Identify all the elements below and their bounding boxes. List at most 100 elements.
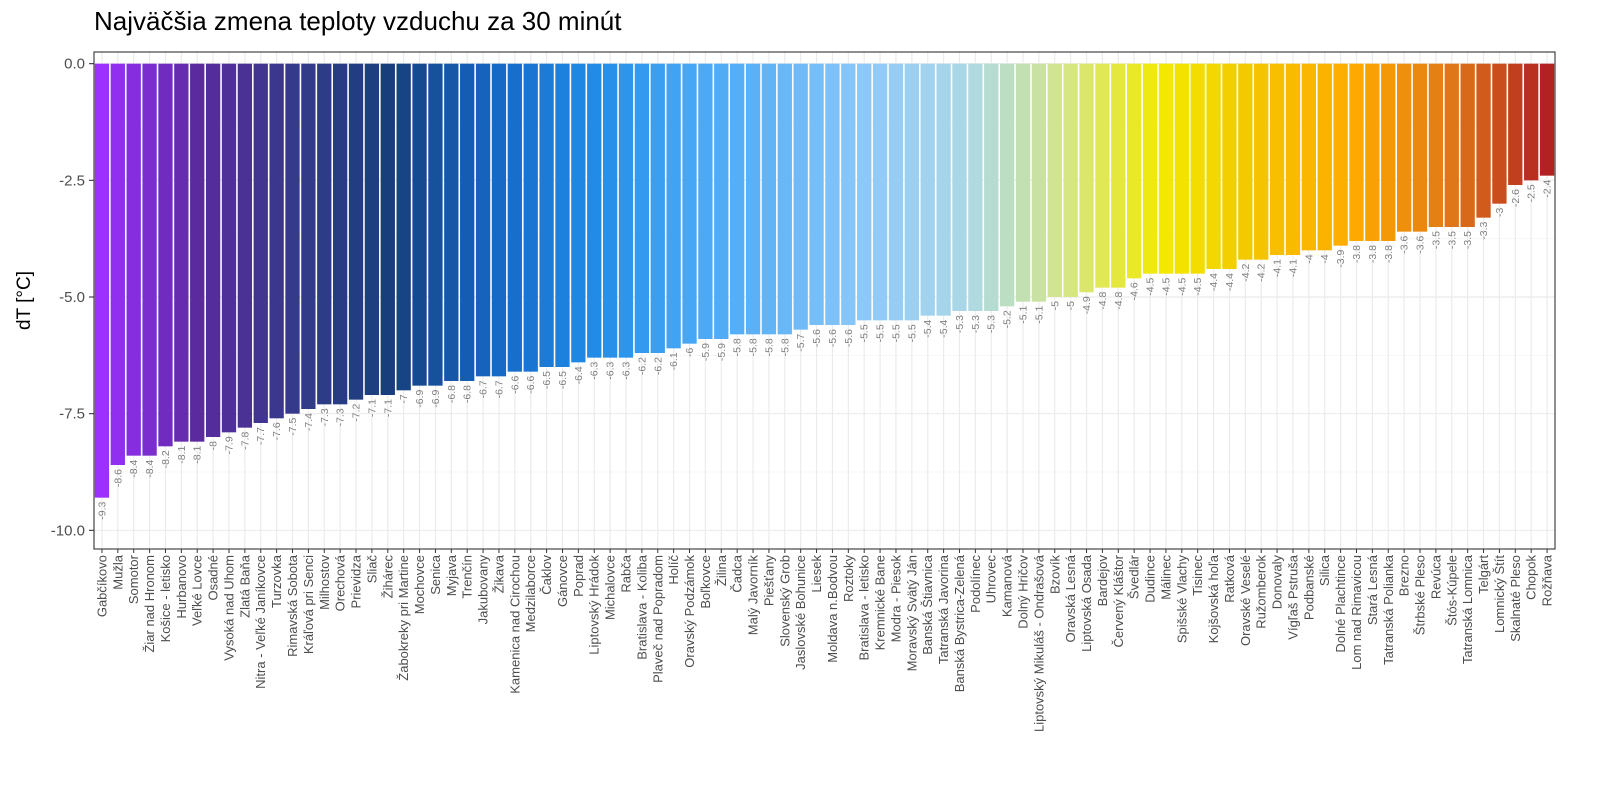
category-label: Stará Lesná (1365, 554, 1380, 625)
bar (666, 63, 681, 349)
bar (190, 63, 205, 442)
value-label: -7.1 (366, 399, 378, 417)
value-label: -5.3 (970, 315, 982, 333)
value-label: -5.3 (954, 315, 966, 333)
bars (94, 63, 1555, 498)
category-label: Bzovík (1047, 555, 1062, 595)
category-label: Modra - Piesok (888, 555, 903, 643)
category-label: Tisinec (1190, 555, 1205, 596)
value-label: -2.6 (1510, 189, 1522, 207)
bar (126, 63, 141, 456)
bar (94, 63, 110, 498)
category-label: Liptovský Hrádok (587, 555, 602, 655)
value-label: -6 (684, 348, 696, 357)
category-label: Nitra - Veľké Janíkovce (253, 555, 268, 689)
bar (380, 63, 395, 396)
category-label: Malý Javorník (746, 555, 761, 636)
y-tick-label: -7.5 (59, 406, 85, 423)
bar (1428, 63, 1444, 227)
category-label: Michalovce (603, 555, 618, 620)
category-label: Turzovka (269, 554, 284, 608)
category-label: Žabokreky pri Martine (396, 555, 411, 681)
value-label: -7.5 (287, 418, 299, 436)
value-label: -6.8 (446, 385, 458, 403)
category-label: Rabča (618, 554, 633, 592)
bar (1174, 63, 1189, 274)
category-label: Oravské Veselé (1238, 555, 1253, 646)
bar (841, 63, 856, 326)
value-label: -3.6 (1399, 236, 1411, 254)
value-label: -7.6 (271, 422, 283, 440)
category-label: Tatranská Javorina (936, 554, 951, 664)
bar (301, 63, 316, 410)
value-label: -6.7 (478, 380, 490, 398)
value-label: -6.9 (414, 390, 426, 408)
value-label: -4.5 (1192, 278, 1204, 296)
category-label: Kráľová pri Senci (301, 555, 316, 654)
category-label: Švedlár (1127, 554, 1142, 599)
value-label: -5.8 (748, 338, 760, 356)
value-label: -5.9 (700, 343, 712, 361)
category-label: Štós-Kúpele (1444, 555, 1459, 626)
bar (1285, 63, 1301, 255)
bar (745, 63, 761, 335)
category-label: Košice - letisko (158, 555, 173, 642)
bar (602, 63, 618, 358)
value-label: -8.1 (176, 446, 188, 464)
bar (618, 63, 634, 358)
category-label: Banská Štiavnica (920, 554, 935, 654)
bar (952, 63, 967, 311)
category-label: Osadné (206, 555, 221, 601)
category-label: Liptovský Mikuláš - Ondrašová (1031, 554, 1046, 732)
bar (857, 63, 872, 321)
bar (1238, 63, 1253, 260)
value-label: -5.2 (1002, 310, 1014, 328)
bar (1158, 63, 1174, 274)
value-label: -4.5 (1145, 278, 1157, 296)
bar (348, 63, 364, 400)
category-label: Tatranská Lomnica (1460, 554, 1475, 664)
category-label: Banská Bystrica-Zelená (952, 554, 967, 692)
category-label: Žiar nad Hronom (142, 555, 157, 653)
category-label: Ružomberok (1254, 555, 1269, 629)
bar (396, 63, 411, 391)
category-label: Donovaly (1270, 555, 1285, 610)
category-label: Rožňava (1540, 554, 1555, 606)
category-label: Liesek (809, 555, 824, 593)
bar (825, 63, 840, 326)
bar (1539, 63, 1555, 176)
bar (936, 63, 951, 316)
bar (555, 63, 570, 368)
value-label: -5.7 (795, 334, 807, 352)
category-label: Revúca (1428, 554, 1443, 599)
value-label: -9.3 (96, 502, 108, 520)
bar (888, 63, 904, 321)
bar (1301, 63, 1316, 251)
category-label: Mochovce (412, 555, 427, 614)
value-label: -6.8 (462, 385, 474, 403)
category-label: Trenčín (460, 555, 475, 599)
value-label: -5 (1065, 301, 1077, 310)
value-label: -6.6 (525, 376, 537, 394)
bar (904, 63, 919, 321)
category-label: Piešťany (761, 555, 776, 607)
category-label: Liptovská Osada (1079, 554, 1094, 652)
value-label: -2.4 (1542, 180, 1554, 198)
value-label: -6.9 (430, 390, 442, 408)
value-label: -5.8 (732, 338, 744, 356)
bar (793, 63, 808, 330)
value-label: -7.2 (351, 404, 363, 422)
bar (460, 63, 475, 382)
chart-title: Najväčšia zmena teploty vzduchu za 30 mi… (94, 6, 622, 36)
value-label: -3 (1494, 208, 1506, 217)
category-label: Poprad (571, 555, 586, 597)
value-label: -4.2 (1240, 264, 1252, 282)
bar (475, 63, 491, 377)
value-label: -6.6 (509, 376, 521, 394)
value-label: -4.5 (1160, 278, 1172, 296)
bar (142, 63, 157, 456)
value-label: -7.7 (255, 427, 267, 445)
category-label: Žikava (491, 554, 506, 593)
bar (984, 63, 999, 311)
value-label: -4.2 (1256, 264, 1268, 282)
